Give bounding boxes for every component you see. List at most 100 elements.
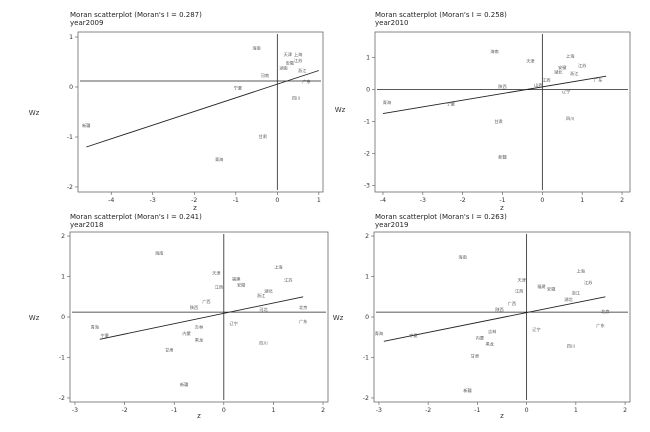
y-tick-label: -2 [67, 184, 73, 191]
y-tick-label: 1 [69, 34, 73, 41]
point-label: 辽宁 [532, 326, 540, 333]
chart-title: Moran scatterplot (Moran's I = 0.287) [70, 11, 202, 19]
chart-title: Moran scatterplot (Moran's I = 0.263) [375, 213, 507, 221]
x-tick-label: -2 [460, 197, 466, 204]
x-tick-label: -1 [171, 407, 177, 414]
point-label: 江西 [215, 284, 223, 291]
point-label: 宁夏 [447, 101, 456, 107]
x-tick-label: 1 [271, 407, 275, 414]
chart-svg-2009: Moran scatterplot (Moran's I = 0.287) ye… [29, 11, 324, 212]
chart-panel-2018: Moran scatterplot (Moran's I = 0.241) ye… [0, 210, 335, 430]
point-label: 广东 [302, 78, 310, 85]
point-label: 江苏 [284, 276, 292, 283]
point-label: 青海 [91, 323, 100, 330]
chart-subtitle: year2010 [375, 19, 408, 27]
point-label: 四川 [292, 96, 300, 101]
chart-subtitle: year2018 [70, 221, 103, 229]
point-label: 安徽 [558, 64, 567, 71]
point-label: 上海 [294, 51, 303, 58]
chart-svg-2019: Moran scatterplot (Moran's I = 0.263) ye… [333, 213, 631, 420]
plot-frame [373, 231, 631, 403]
point-label: 广西 [508, 300, 516, 307]
x-axis-label: z [500, 204, 504, 212]
y-tick-label: -1 [67, 134, 73, 141]
point-label: 新疆 [82, 122, 90, 129]
x-tick-label: 2 [623, 407, 627, 414]
point-label: 黑龙 [485, 340, 494, 347]
point-label: 湖南 [279, 65, 287, 72]
point-label: 宁夏 [234, 85, 243, 91]
point-label: 青海 [215, 156, 224, 163]
point-label: 江西 [515, 288, 523, 295]
x-tick-label: -3 [150, 197, 156, 204]
chart-panel-2010: Moran scatterplot (Moran's I = 0.258) ye… [330, 0, 650, 216]
point-label: 福建 [537, 283, 546, 290]
chart-svg-2010: Moran scatterplot (Moran's I = 0.258) ye… [335, 11, 631, 212]
chart-subtitle: year2019 [375, 221, 408, 229]
y-axis-label: Wz [335, 106, 346, 114]
chart-title: Moran scatterplot (Moran's I = 0.241) [70, 213, 202, 221]
chart-panel-2009: Moran scatterplot (Moran's I = 0.287) ye… [0, 0, 335, 216]
y-tick-label: 2 [61, 233, 65, 240]
x-tick-label: -2 [425, 407, 431, 414]
point-label: 湖北 [554, 69, 563, 76]
x-tick-label: -2 [121, 407, 127, 414]
point-label: 吉林 [488, 328, 497, 335]
point-label: 河南 [261, 72, 269, 78]
point-label: 安徽 [547, 286, 556, 293]
y-tick-label: 2 [365, 233, 369, 240]
point-label: 海南 [155, 249, 163, 256]
point-label: 四川 [259, 341, 267, 346]
point-label: 江西 [542, 77, 550, 84]
point-label: 四川 [567, 343, 575, 348]
point-label: 浙江 [298, 67, 306, 74]
point-label: 海南 [458, 253, 466, 260]
point-label: 江苏 [294, 57, 302, 64]
y-axis-label: Wz [333, 314, 344, 322]
point-label: 辽宁 [562, 88, 570, 95]
x-tick-label: -4 [108, 197, 114, 204]
point-label: 辽宁 [230, 320, 238, 327]
plot-frame [69, 231, 329, 403]
chart-title: Moran scatterplot (Moran's I = 0.258) [375, 11, 507, 19]
point-label: 天津 [526, 57, 534, 64]
point-label: 浙江 [570, 70, 578, 77]
point-label: 青海 [383, 99, 392, 106]
point-label: 甘肃 [165, 346, 173, 353]
plot-frame [374, 31, 631, 193]
point-label: 黑龙 [195, 336, 204, 343]
x-tick-label: 0 [222, 407, 226, 414]
y-tick-label: -1 [59, 354, 65, 361]
point-label: 四川 [566, 116, 574, 121]
point-label: 青海 [375, 330, 384, 337]
point-label: 广西 [202, 298, 210, 305]
chart-svg-2018: Moran scatterplot (Moran's I = 0.241) ye… [29, 213, 329, 420]
point-label: 广东 [594, 77, 602, 84]
chart-subtitle: year2009 [70, 19, 103, 27]
point-label: 福建 [232, 276, 241, 283]
point-label: 广东 [596, 322, 604, 329]
plot-frame [77, 31, 324, 193]
point-label: 新疆 [498, 153, 506, 160]
x-tick-label: 2 [321, 407, 325, 414]
y-tick-label: -2 [364, 151, 370, 158]
x-tick-label: 0 [275, 197, 279, 204]
point-label: 内蒙 [476, 334, 484, 341]
point-label: 山西 [534, 81, 542, 88]
regression-line [382, 75, 607, 115]
point-label: 天津 [517, 276, 525, 283]
point-label: 湖北 [264, 288, 273, 295]
point-label: 新疆 [180, 381, 188, 388]
point-label: 上海 [577, 267, 586, 274]
point-label: 浙江 [572, 290, 580, 297]
point-label: 海南 [252, 45, 260, 52]
x-tick-label: -1 [474, 407, 480, 414]
x-tick-label: 1 [317, 197, 321, 204]
point-label: 内蒙 [182, 330, 190, 337]
x-tick-label: 1 [574, 407, 578, 414]
point-label: 吉林 [195, 323, 204, 330]
x-tick-label: -3 [420, 197, 426, 204]
point-label: 北京 [601, 308, 609, 315]
point-label: 上海 [274, 263, 283, 270]
point-label: 陕西 [190, 304, 198, 311]
